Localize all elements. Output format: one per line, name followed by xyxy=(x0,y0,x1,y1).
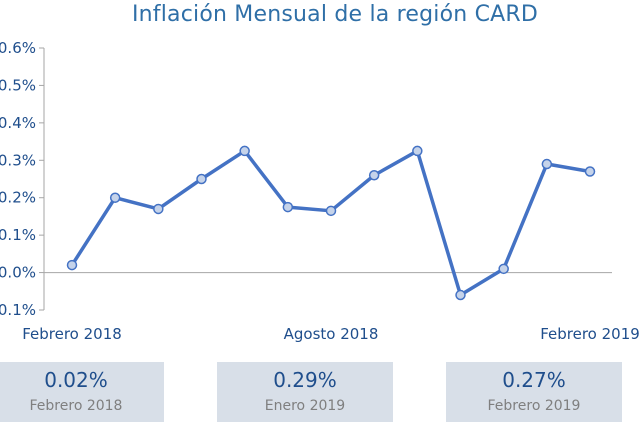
summary-card-first: 0.02% Febrero 2018 xyxy=(0,362,164,422)
data-point xyxy=(584,166,596,177)
data-point xyxy=(368,170,380,181)
y-tick-label: 0.6% xyxy=(0,39,36,57)
summary-card-caption: Febrero 2018 xyxy=(29,398,123,414)
data-point xyxy=(109,192,121,203)
y-tick-label: -0.1% xyxy=(0,301,36,319)
data-point xyxy=(412,145,423,157)
y-tick-label: 0.3% xyxy=(0,151,36,169)
x-tick-label: Febrero 2019 xyxy=(540,325,640,343)
summary-card-value: 0.02% xyxy=(44,368,108,392)
y-tick-label: 0.2% xyxy=(0,189,36,207)
series-line xyxy=(70,149,592,297)
summary-card-middle: 0.29% Enero 2019 xyxy=(217,362,393,422)
summary-card-value: 0.27% xyxy=(502,368,566,392)
data-point xyxy=(498,263,509,275)
y-tick-label: 0.4% xyxy=(0,114,36,132)
chart-title: Inflación Mensual de la región CARD xyxy=(131,2,539,27)
y-tick-label: 0.5% xyxy=(0,76,36,94)
data-point xyxy=(196,173,207,185)
axes-layer: 0.6% 0.5% 0.4% 0.3% 0.2% 0.1% 0.0% -0.1% Febrero… xyxy=(0,39,640,343)
data-point xyxy=(282,201,294,213)
series-layer xyxy=(66,145,596,301)
data-point xyxy=(239,145,250,157)
data-point xyxy=(541,158,553,170)
x-tick-label: Agosto 2018 xyxy=(284,325,379,343)
summary-card-caption: Enero 2019 xyxy=(264,398,346,414)
y-tick-label: 0.1% xyxy=(0,226,36,244)
y-tick-label: 0.0% xyxy=(0,264,36,282)
data-point xyxy=(325,205,337,217)
data-point xyxy=(455,289,466,301)
summary-card-caption: Febrero 2019 xyxy=(487,398,581,414)
x-tick-label: Febrero 2018 xyxy=(22,325,122,343)
summary-card-value: 0.29% xyxy=(273,368,337,392)
data-point xyxy=(153,203,164,215)
summary-card-last: 0.27% Febrero 2019 xyxy=(446,362,622,422)
data-point xyxy=(66,259,78,271)
